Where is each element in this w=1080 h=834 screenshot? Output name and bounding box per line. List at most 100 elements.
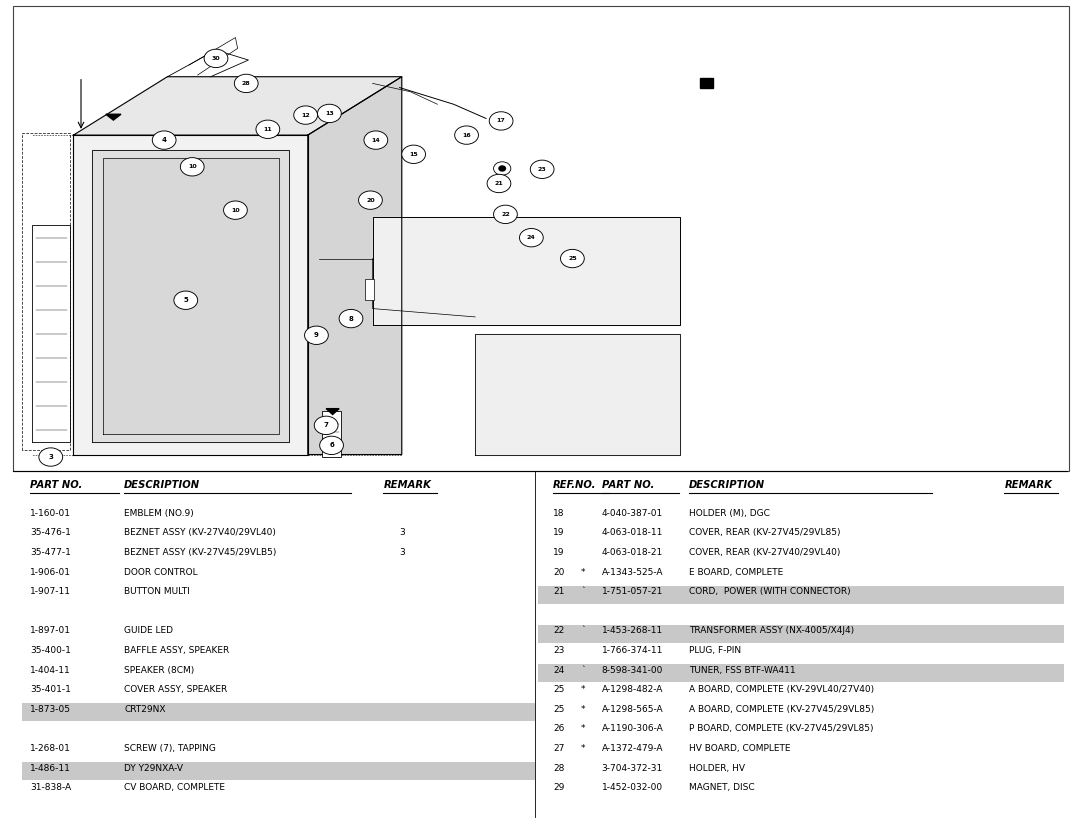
Circle shape (234, 74, 258, 93)
Circle shape (455, 126, 478, 144)
Text: 12: 12 (301, 113, 310, 118)
Text: 14: 14 (372, 138, 380, 143)
Text: 25: 25 (553, 705, 565, 714)
Text: 25: 25 (553, 686, 565, 694)
Text: PART NO.: PART NO. (30, 480, 82, 490)
Polygon shape (326, 409, 339, 414)
Text: 20: 20 (553, 567, 565, 576)
Text: TUNER, FSS BTF-WA411: TUNER, FSS BTF-WA411 (689, 666, 796, 675)
Text: 13: 13 (325, 111, 334, 116)
Polygon shape (103, 158, 279, 434)
Text: REMARK: REMARK (1004, 480, 1052, 490)
Text: BEZNET ASSY (KV-27V40/29VL40): BEZNET ASSY (KV-27V40/29VL40) (124, 529, 276, 537)
Text: 19: 19 (553, 548, 565, 557)
Text: COVER, REAR (KV-27V45/29VL85): COVER, REAR (KV-27V45/29VL85) (689, 529, 840, 537)
Text: 35-477-1: 35-477-1 (30, 548, 71, 557)
Text: 1-453-268-11: 1-453-268-11 (602, 626, 663, 636)
Polygon shape (308, 77, 402, 455)
Text: `: ` (581, 626, 585, 636)
Text: DESCRIPTION: DESCRIPTION (124, 480, 200, 490)
Text: 8-598-341-00: 8-598-341-00 (602, 666, 663, 675)
Circle shape (204, 49, 228, 68)
Text: DY Y29NXA-V: DY Y29NXA-V (124, 764, 184, 772)
FancyBboxPatch shape (538, 585, 1064, 604)
Text: *: * (581, 686, 585, 694)
Polygon shape (106, 114, 121, 120)
Text: BEZNET ASSY (KV-27V45/29VLB5): BEZNET ASSY (KV-27V45/29VLB5) (124, 548, 276, 557)
Text: A-1372-479-A: A-1372-479-A (602, 744, 663, 753)
Text: 28: 28 (242, 81, 251, 86)
Text: DESCRIPTION: DESCRIPTION (689, 480, 765, 490)
Text: 6: 6 (329, 442, 334, 449)
Text: E BOARD, COMPLETE: E BOARD, COMPLETE (689, 567, 783, 576)
Polygon shape (373, 217, 680, 325)
Text: HOLDER, HV: HOLDER, HV (689, 764, 745, 772)
Text: 1-452-032-00: 1-452-032-00 (602, 783, 663, 792)
Text: PLUG, F-PIN: PLUG, F-PIN (689, 646, 741, 655)
Text: 23: 23 (553, 646, 565, 655)
Circle shape (402, 145, 426, 163)
Text: 18: 18 (553, 509, 565, 518)
Text: 1-160-01: 1-160-01 (30, 509, 71, 518)
Text: 10: 10 (188, 164, 197, 169)
Text: 1-907-11: 1-907-11 (30, 587, 71, 596)
Circle shape (318, 104, 341, 123)
Text: TRANSFORMER ASSY (NX-4005/X4J4): TRANSFORMER ASSY (NX-4005/X4J4) (689, 626, 854, 636)
Text: 4: 4 (162, 137, 166, 143)
Text: 1-906-01: 1-906-01 (30, 567, 71, 576)
Text: CORD,  POWER (WITH CONNECTOR): CORD, POWER (WITH CONNECTOR) (689, 587, 851, 596)
Text: SCREW (7), TAPPING: SCREW (7), TAPPING (124, 744, 216, 753)
Text: 3: 3 (49, 454, 53, 460)
Text: REF.NO.: REF.NO. (553, 480, 596, 490)
Text: *: * (581, 744, 585, 753)
Text: 3: 3 (400, 529, 405, 537)
Text: 25: 25 (568, 256, 577, 261)
Text: 4-063-018-21: 4-063-018-21 (602, 548, 663, 557)
Circle shape (489, 112, 513, 130)
Text: A-1190-306-A: A-1190-306-A (602, 724, 663, 733)
Circle shape (305, 326, 328, 344)
Circle shape (561, 249, 584, 268)
Text: 1-766-374-11: 1-766-374-11 (602, 646, 663, 655)
Text: 1-486-11: 1-486-11 (30, 764, 71, 772)
Polygon shape (92, 150, 289, 442)
Text: 21: 21 (495, 181, 503, 186)
Text: COVER ASSY, SPEAKER: COVER ASSY, SPEAKER (124, 686, 228, 694)
Text: GUIDE LED: GUIDE LED (124, 626, 173, 636)
Circle shape (519, 229, 543, 247)
Text: 21: 21 (553, 587, 565, 596)
Text: 3: 3 (400, 548, 405, 557)
Text: 1-751-057-21: 1-751-057-21 (602, 587, 663, 596)
Text: 22: 22 (553, 626, 564, 636)
Text: 24: 24 (553, 666, 564, 675)
Text: `: ` (581, 587, 585, 596)
Text: 23: 23 (538, 167, 546, 172)
Text: 11: 11 (264, 127, 272, 132)
Text: 3-704-372-31: 3-704-372-31 (602, 764, 663, 772)
Text: CRT29NX: CRT29NX (124, 705, 165, 714)
Circle shape (180, 158, 204, 176)
Text: HV BOARD, COMPLETE: HV BOARD, COMPLETE (689, 744, 791, 753)
Circle shape (174, 291, 198, 309)
Circle shape (320, 436, 343, 455)
Text: 31-838-A: 31-838-A (30, 783, 71, 792)
Text: 1-873-05: 1-873-05 (30, 705, 71, 714)
Text: EMBLEM (NO.9): EMBLEM (NO.9) (124, 509, 194, 518)
Text: 7: 7 (324, 422, 328, 429)
Text: 1-268-01: 1-268-01 (30, 744, 71, 753)
Text: 16: 16 (462, 133, 471, 138)
FancyBboxPatch shape (322, 411, 341, 457)
Text: BAFFLE ASSY, SPEAKER: BAFFLE ASSY, SPEAKER (124, 646, 229, 655)
FancyBboxPatch shape (13, 6, 1069, 471)
Circle shape (224, 201, 247, 219)
Text: `: ` (581, 666, 585, 675)
Text: 8: 8 (349, 315, 353, 322)
Polygon shape (475, 334, 680, 455)
Circle shape (530, 160, 554, 178)
Circle shape (339, 309, 363, 328)
Circle shape (494, 205, 517, 224)
Text: 10: 10 (231, 208, 240, 213)
Text: PART NO.: PART NO. (602, 480, 653, 490)
Text: REMARK: REMARK (383, 480, 431, 490)
Text: 28: 28 (553, 764, 565, 772)
